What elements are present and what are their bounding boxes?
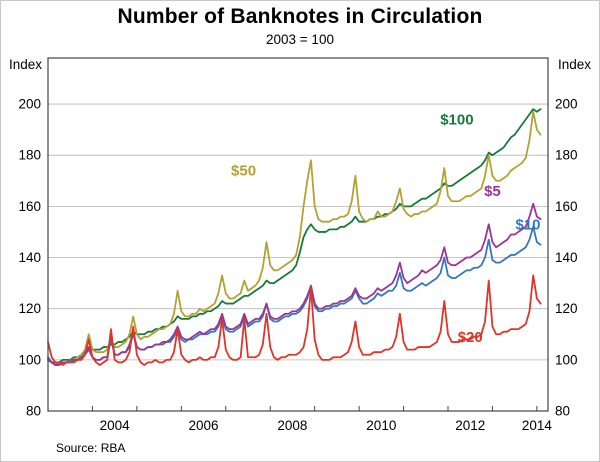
x-tick-label-2014: 2014 [522,418,553,433]
series-line-$50 [47,110,542,366]
series-label-$20: $20 [458,329,483,346]
series-line-$100 [47,108,542,364]
y-tick-label-right-80: 80 [555,404,570,419]
x-tick-label-2004: 2004 [100,418,131,433]
y-tick-label-left-100: 100 [18,352,41,367]
chart-subtitle: 2003 = 100 [266,32,334,47]
x-tick-label-2008: 2008 [277,418,307,433]
y-tick-label-right-120: 120 [555,301,578,316]
x-tick-label-2010: 2010 [366,418,396,433]
y-tick-label-left-180: 180 [18,148,41,163]
x-tick-label-2012: 2012 [455,418,485,433]
chart-title: Number of Banknotes in Circulation [117,5,483,28]
series-label-$10: $10 [515,216,540,233]
y-tick-label-left-200: 200 [18,97,41,112]
y-tick-label-right-140: 140 [555,250,578,265]
series-line-$20 [47,274,542,366]
y-tick-label-left-160: 160 [18,199,41,214]
series-label-$5: $5 [484,183,501,200]
y-tick-label-right-160: 160 [555,199,578,214]
x-tick-label-2006: 2006 [189,418,219,433]
plot-border [47,57,549,412]
y-tick-label-left-140: 140 [18,250,41,265]
y-tick-label-right-100: 100 [555,352,578,367]
series-label-$100: $100 [440,112,473,129]
y-tick-label-right-180: 180 [555,148,578,163]
source-note: Source: RBA [56,441,126,455]
y-axis-unit-label-left: Index [9,57,43,72]
y-tick-label-right-200: 200 [555,97,578,112]
series-label-$50: $50 [231,163,256,180]
y-tick-label-left-120: 120 [18,301,41,316]
y-axis-unit-label-right: Index [557,57,591,72]
y-tick-label-left-80: 80 [26,404,41,419]
